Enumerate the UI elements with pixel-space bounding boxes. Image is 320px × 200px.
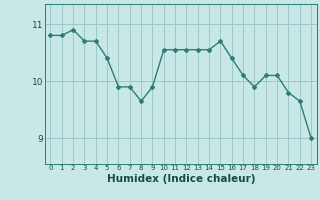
- X-axis label: Humidex (Indice chaleur): Humidex (Indice chaleur): [107, 174, 255, 184]
